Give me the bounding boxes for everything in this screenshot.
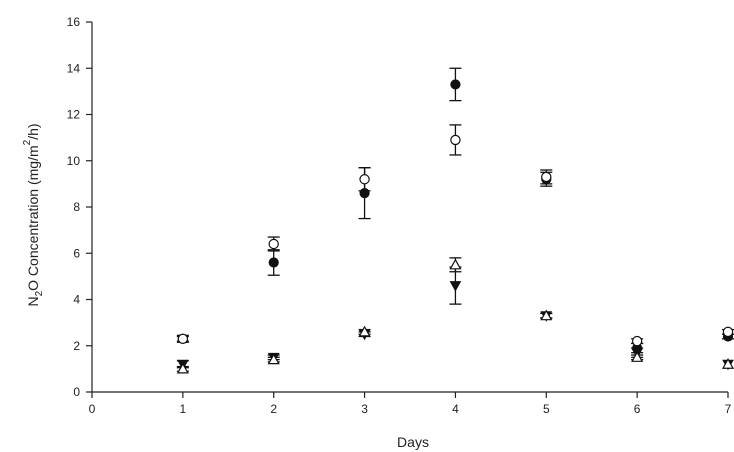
x-tick-label: 7 (725, 402, 732, 416)
y-tick-label: 6 (73, 246, 80, 260)
data-point-filled-triangle (449, 281, 462, 292)
data-point-open-triangle (267, 353, 280, 365)
data-point-open-circle (722, 326, 734, 338)
data-point-filled-circle (268, 257, 279, 268)
series-open-circle (176, 124, 734, 347)
data-point-open-circle (541, 171, 552, 183)
x-tick-label: 4 (452, 402, 459, 416)
data-point-open-circle (177, 333, 189, 345)
y-axis-label-part: O Concentration (mg/m (25, 145, 41, 291)
data-point-open-circle (450, 134, 461, 146)
y-tick-label: 14 (67, 61, 81, 75)
data-point-open-triangle (358, 325, 371, 337)
series-filled-triangle-down (176, 266, 734, 371)
y-axis-label-part: 2 (22, 139, 33, 145)
y-tick-label: 12 (67, 108, 81, 122)
y-tick-label: 10 (67, 154, 81, 168)
y-tick-label: 8 (73, 200, 80, 214)
data-point-open-circle (268, 238, 279, 250)
data-point-filled-circle (450, 79, 461, 90)
data-point-open-triangle (176, 362, 189, 374)
data-point-open-triangle (721, 358, 734, 369)
y-tick-label: 16 (67, 15, 81, 29)
y-tick-label: 2 (73, 339, 80, 353)
data-point-open-circle (359, 174, 370, 185)
x-tick-label: 0 (89, 402, 96, 416)
y-tick-label: 0 (73, 385, 80, 399)
x-tick-label: 1 (180, 402, 187, 416)
x-tick-label: 2 (270, 402, 277, 416)
x-axis-label: Days (397, 434, 429, 450)
data-point-open-triangle (449, 258, 462, 270)
x-tick-label: 6 (634, 402, 641, 416)
y-tick-label: 4 (73, 293, 80, 307)
series-open-triangle-up (176, 257, 734, 374)
data-point-open-triangle (631, 351, 644, 362)
x-tick-label: 3 (361, 402, 368, 416)
chart-marks (176, 67, 734, 374)
y-axis-label-part: /h) (25, 123, 41, 139)
y-axis-label-part: 2 (34, 290, 45, 296)
data-point-open-triangle (540, 309, 553, 321)
x-tick-label: 5 (543, 402, 550, 416)
data-point-open-circle (631, 335, 643, 347)
series-filled-circle (176, 67, 734, 354)
y-axis-label: N2O Concentration (mg/m2/h) (22, 123, 45, 306)
y-axis-label-part: N (25, 296, 41, 306)
